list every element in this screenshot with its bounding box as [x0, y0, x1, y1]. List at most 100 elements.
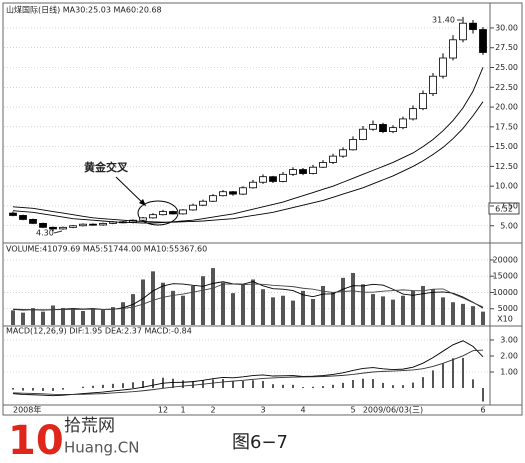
macd-bar [92, 385, 94, 389]
volume-bar [441, 297, 445, 325]
macd-bar [282, 384, 284, 389]
macd-bar [142, 380, 144, 389]
volume-bar [41, 311, 45, 325]
macd-bar [432, 370, 434, 389]
macd-bar [332, 384, 334, 389]
macd-bar [182, 380, 184, 389]
candle-body [349, 139, 357, 151]
candle-body [69, 225, 77, 228]
macd-bar [412, 382, 414, 389]
volume-bar [331, 292, 335, 325]
macd-bar [382, 382, 384, 389]
candle-body [259, 176, 267, 183]
macd-bar [302, 387, 304, 389]
x-tick-label: 2 [210, 406, 215, 415]
macd-bar [422, 377, 424, 389]
macd-bar [242, 380, 244, 389]
ma-line [12, 67, 484, 224]
volume-bar [121, 302, 125, 325]
volume-bar [141, 279, 145, 325]
volume-bar [61, 308, 65, 325]
macd-bar [402, 385, 404, 389]
logo-site: Huang.CN [64, 439, 139, 457]
volume-bar [291, 300, 295, 325]
volume-bar [191, 285, 195, 325]
candle-body [239, 187, 247, 195]
y-tick-label: 7.50 [500, 201, 518, 210]
volume-bar [271, 297, 275, 325]
unit-label: X10 [497, 315, 513, 324]
volume-bar [261, 289, 265, 325]
candle-body [139, 217, 147, 221]
candle-body [389, 127, 397, 132]
y-tick-label: 10000 [493, 288, 518, 297]
x-tick-label: 2008年 [13, 405, 41, 415]
y-tick-label: 17.50 [495, 122, 518, 131]
macd-bar [452, 358, 454, 389]
candle-body [299, 169, 307, 174]
candle-body [429, 75, 437, 95]
macd-bar [262, 380, 264, 389]
volume-bar [181, 295, 185, 325]
y-tick-label: 5000 [498, 304, 518, 313]
volume-bar [171, 290, 175, 325]
candle-body [339, 149, 347, 157]
x-tick-label: 5 [350, 406, 355, 415]
y-tick-label: 20.00 [495, 103, 518, 112]
ma-line [12, 281, 484, 311]
volume-bar [431, 289, 435, 325]
macd-bar [222, 379, 224, 389]
macd-bar [312, 386, 314, 389]
macd-bar [62, 388, 64, 390]
y-tick-label: 15000 [493, 272, 518, 281]
macd-bar [392, 385, 394, 389]
candle-body [29, 219, 37, 224]
volume-bar [201, 276, 205, 325]
candle-body [379, 124, 387, 132]
volume-bar [481, 311, 485, 325]
volume-bar [401, 295, 405, 325]
macd-bar [322, 386, 324, 389]
logo-number: 10 [8, 418, 64, 463]
volume-bar [361, 284, 365, 325]
ma-line [12, 340, 484, 397]
candle-body [419, 93, 427, 110]
macd-bar [482, 388, 484, 402]
volume-bar [411, 290, 415, 325]
macd-bar [102, 384, 104, 389]
x-tick-label: 6 [480, 406, 485, 415]
x-tick-label: 12 [158, 406, 168, 415]
y-tick-label: 10.00 [495, 182, 518, 191]
candle-body [249, 181, 257, 189]
price-box [488, 202, 520, 215]
macd-bar [82, 386, 84, 389]
volume-bar [251, 279, 255, 325]
macd-bar [472, 379, 474, 389]
volume-bar [211, 268, 215, 325]
macd-bar [272, 384, 274, 389]
candle-body [359, 128, 367, 140]
macd-bar [192, 380, 194, 389]
volume-bar [21, 312, 25, 325]
candle-body [459, 22, 467, 41]
macd-bar [442, 363, 444, 389]
y-tick-label: 3.00 [500, 335, 518, 344]
ma-line [12, 101, 484, 223]
volume-bar [471, 306, 475, 325]
x-tick-label: 3 [260, 406, 265, 415]
candle-body [79, 223, 87, 227]
macd-bar [252, 380, 254, 389]
logo-name: 拾荒网 [64, 416, 115, 436]
y-tick-label: 27.50 [495, 43, 518, 52]
cross-circle [137, 200, 179, 226]
x-tick-label: 4 [300, 406, 305, 415]
volume-header: VOLUME:41079.69 MA5:51744.00 MA10:55367.… [6, 245, 207, 254]
macd-bar [42, 388, 44, 391]
volume-bar [51, 305, 55, 325]
candle-body [399, 118, 407, 129]
cross-label: 黄金交叉 [84, 160, 129, 174]
volume-bar [71, 309, 75, 325]
frame [2, 2, 523, 416]
volume-bar [371, 294, 375, 325]
candle-body [59, 226, 67, 230]
